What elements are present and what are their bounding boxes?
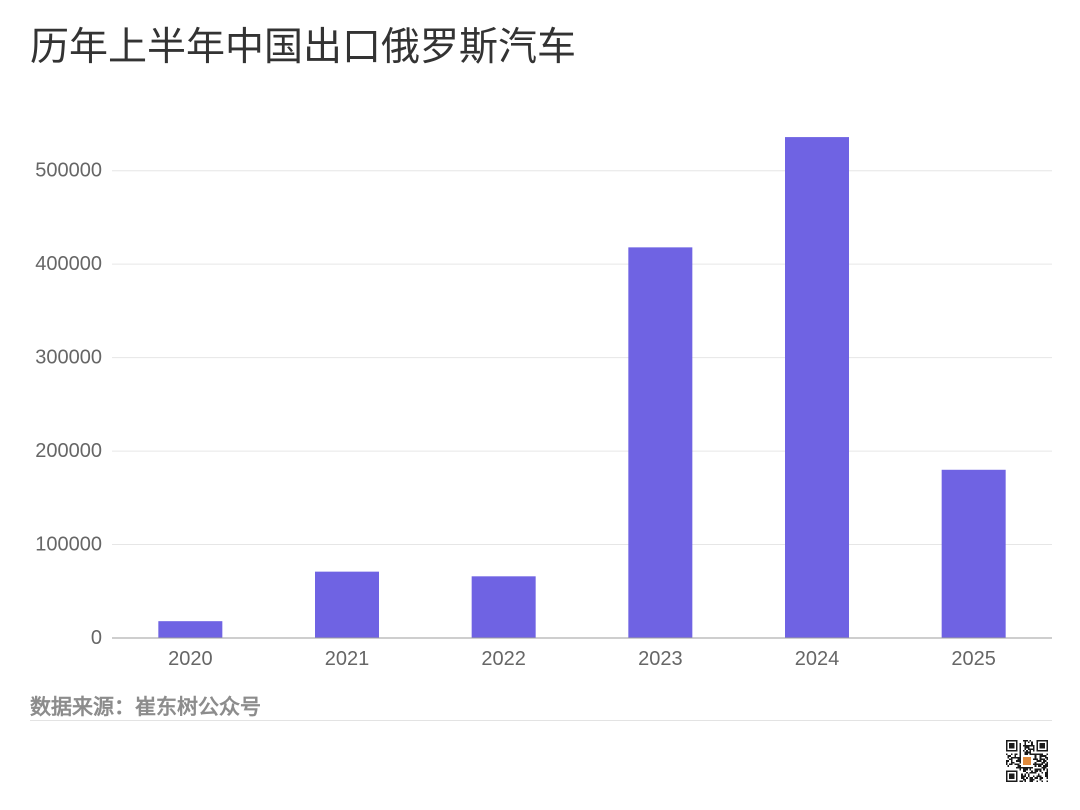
qr-modules (1005, 739, 1049, 783)
bar-2021 (315, 571, 379, 638)
bar-2025 (941, 469, 1006, 638)
data-source-note: 数据来源：崔东树公众号 (30, 696, 261, 719)
y-tick-label: 300000 (35, 347, 102, 369)
y-tick-label: 100000 (35, 534, 102, 556)
x-axis-ticks: 2020 2021 2022 2023 2024 2025 (168, 648, 996, 670)
footer-divider (30, 720, 1052, 721)
x-tick-label: 2023 (638, 648, 683, 670)
bar-2024 (785, 137, 849, 639)
x-tick-label: 2022 (481, 648, 526, 670)
qr-center-logo (1022, 756, 1032, 766)
y-tick-label: 0 (91, 627, 102, 649)
y-tick-label: 500000 (35, 160, 102, 182)
y-tick-label: 200000 (35, 440, 102, 462)
x-tick-label: 2020 (168, 648, 213, 670)
bar-2022 (471, 576, 536, 638)
y-tick-label: 400000 (35, 253, 102, 275)
qr-code-image (1005, 739, 1049, 783)
bar-2023 (628, 247, 693, 639)
chart-title: 历年上半年中国出口俄罗斯汽车 (30, 26, 577, 69)
x-tick-label: 2025 (951, 648, 996, 670)
x-tick-label: 2024 (795, 648, 840, 670)
x-tick-label: 2021 (325, 648, 370, 670)
bar-chart: 0 100000 200000 300000 400000 500000 2020 2021… (35, 137, 1052, 670)
gridlines (112, 170, 1052, 546)
bars (158, 137, 1006, 639)
y-axis-ticks: 0 100000 200000 300000 400000 500000 (35, 160, 102, 649)
bar-2020 (158, 621, 223, 638)
